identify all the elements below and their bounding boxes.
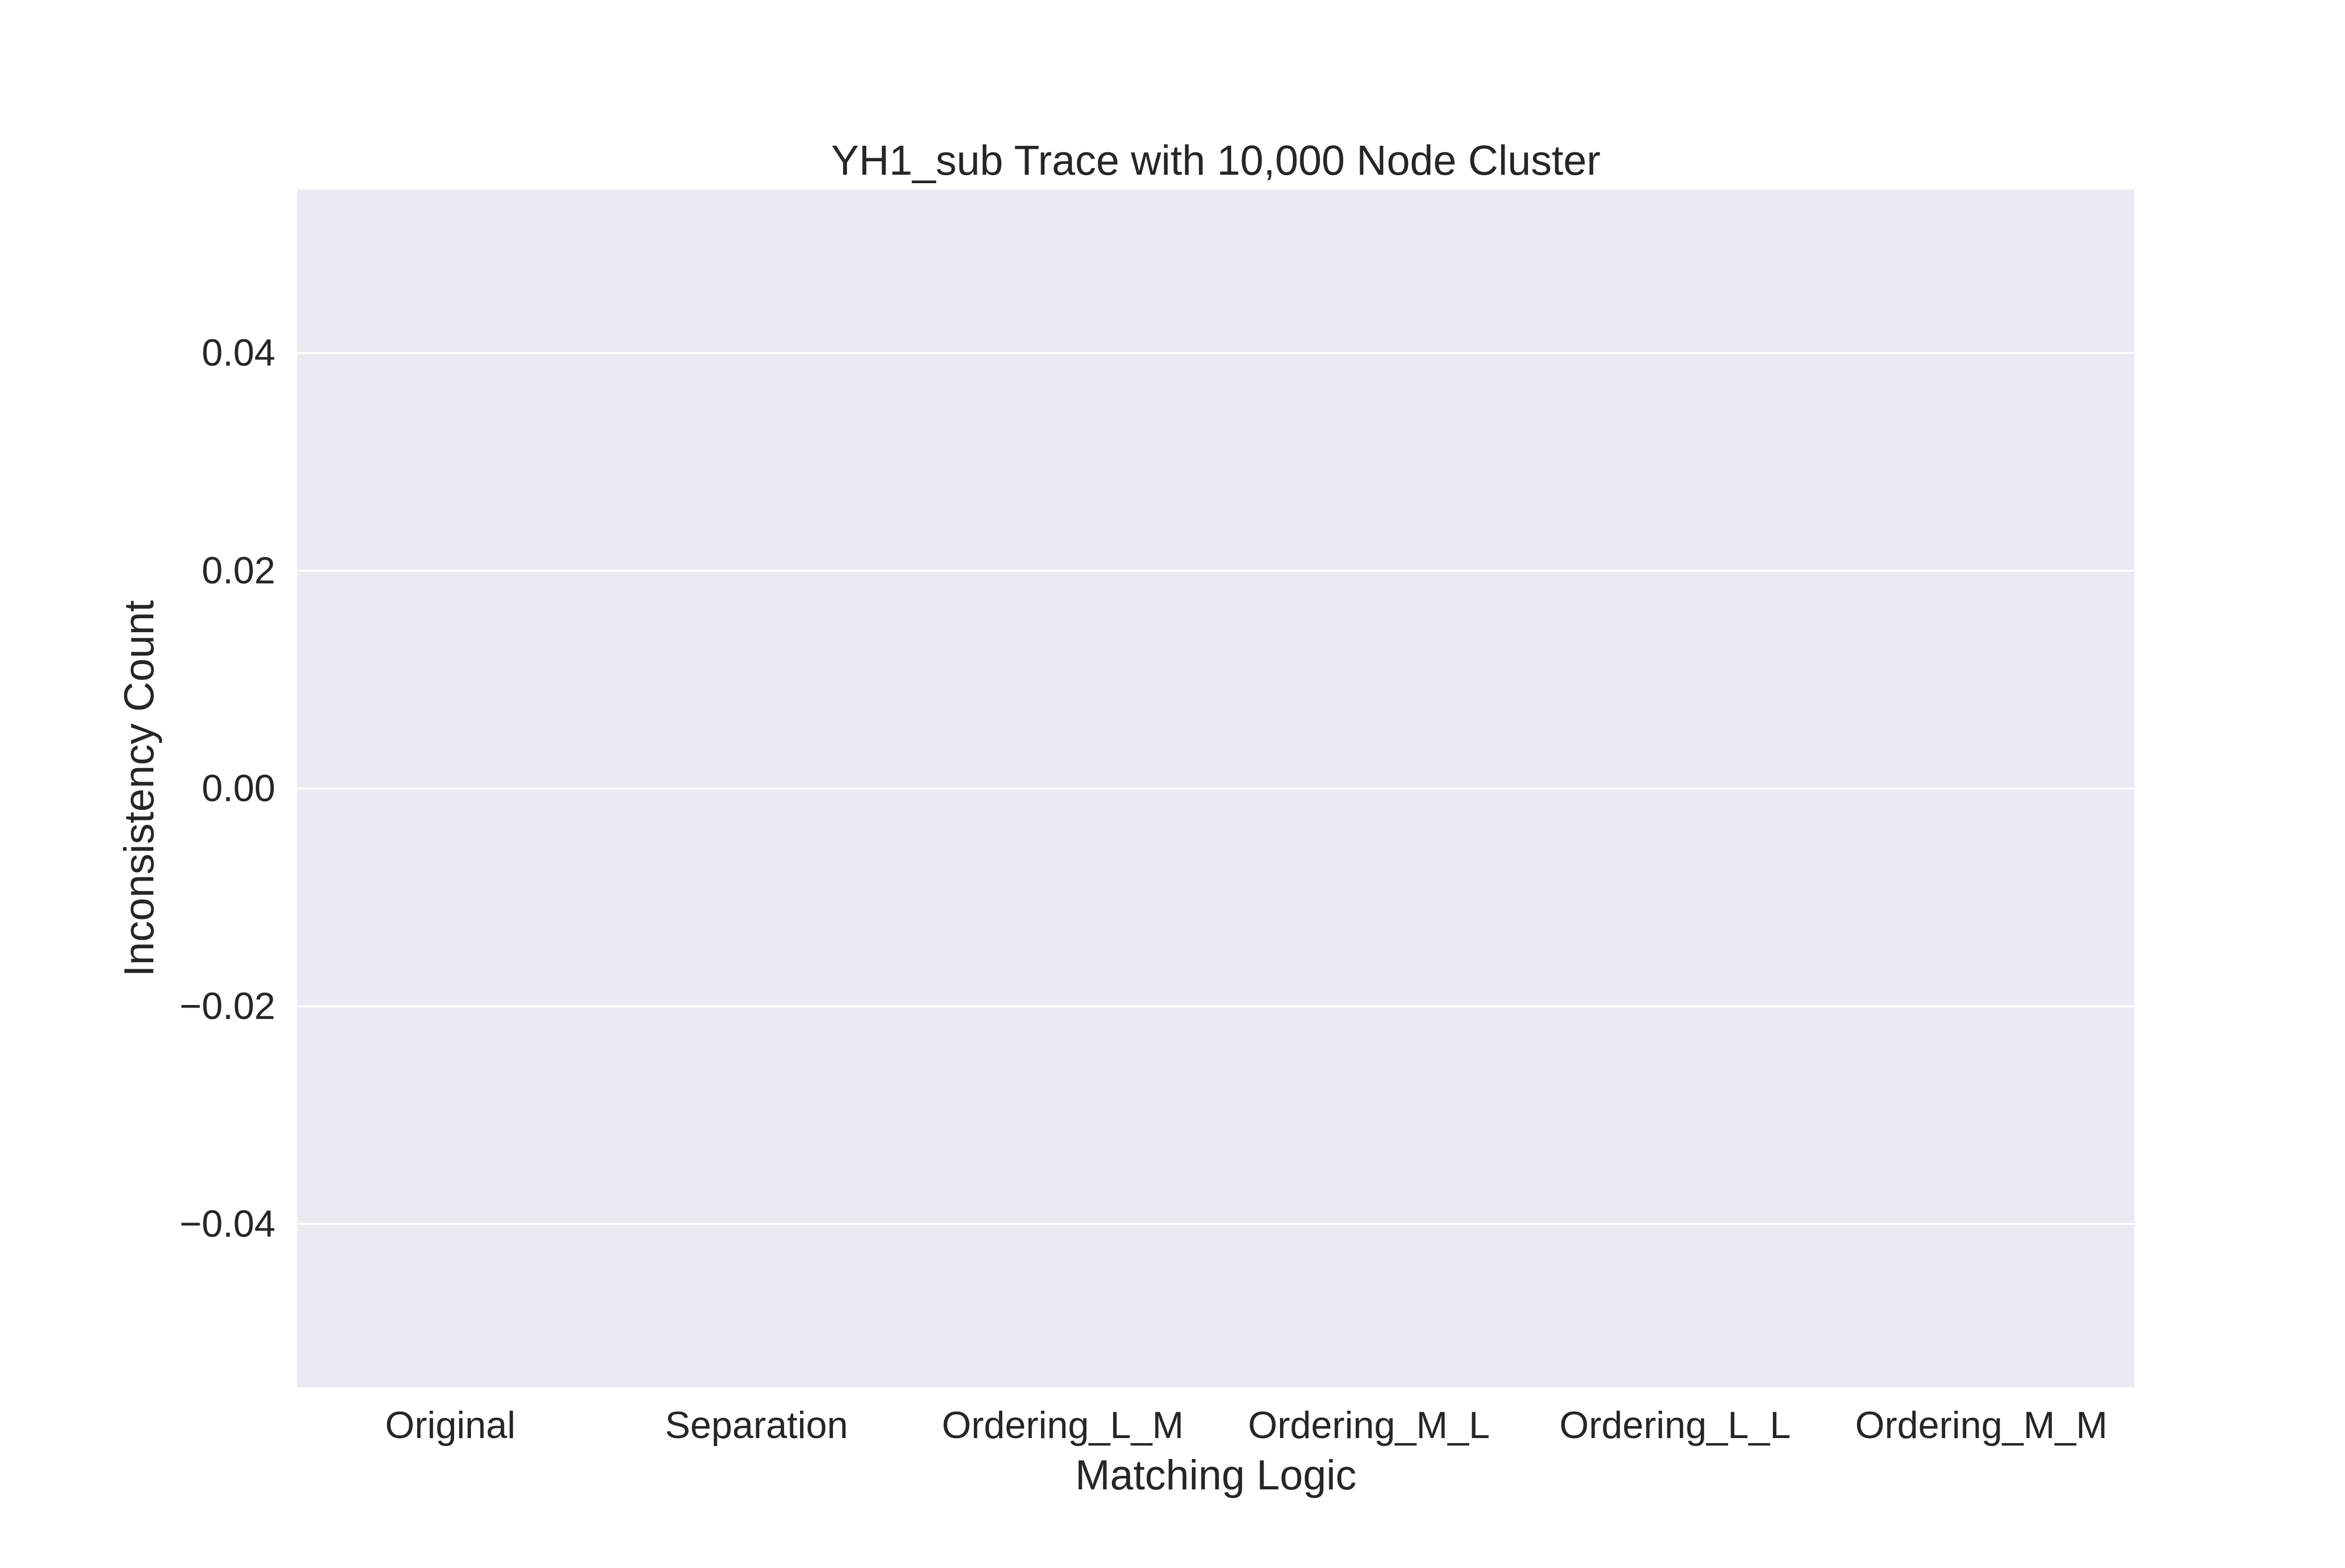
x-tick-label: Ordering_L_M <box>942 1404 1184 1447</box>
y-tick-label: 0.02 <box>202 550 275 592</box>
x-tick-label: Ordering_L_L <box>1559 1404 1791 1447</box>
y-tick-label: −0.02 <box>180 985 275 1027</box>
x-tick-label: Ordering_M_L <box>1248 1404 1490 1447</box>
grid-lines <box>297 352 2134 1225</box>
x-tick-label: Ordering_M_M <box>1855 1404 2108 1447</box>
chart-title: YH1_sub Trace with 10,000 Node Cluster <box>831 137 1601 184</box>
y-tick-label: 0.04 <box>202 332 275 374</box>
y-tick-label: 0.00 <box>202 768 275 810</box>
x-axis-ticks: Original Separation Ordering_L_M Ordering_M… <box>385 1404 2108 1447</box>
y-axis-ticks: 0.04 0.02 0.00 −0.02 −0.04 <box>180 332 275 1245</box>
x-axis-label: Matching Logic <box>1075 1452 1357 1498</box>
y-tick-label: −0.04 <box>180 1203 275 1245</box>
x-tick-label: Separation <box>665 1404 848 1447</box>
y-axis-label: Inconsistency Count <box>116 600 162 977</box>
x-tick-label: Original <box>385 1404 516 1447</box>
